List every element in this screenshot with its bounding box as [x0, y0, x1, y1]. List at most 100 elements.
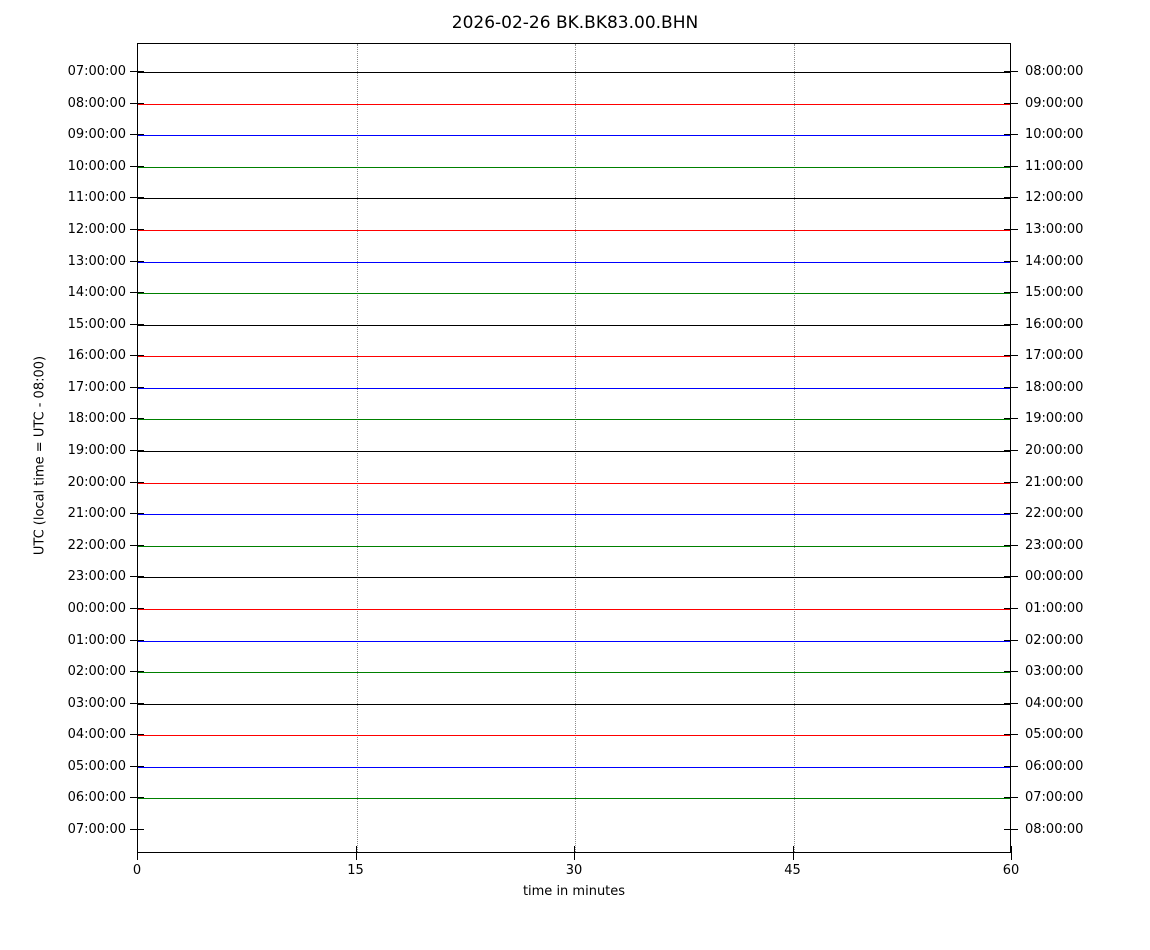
- y-tick-label-left: 20:00:00: [67, 474, 126, 490]
- vertical-gridline: [356, 44, 358, 852]
- waveform-trace: [138, 545, 1010, 547]
- y-tick-left: [130, 607, 144, 609]
- y-tick-label-right: 22:00:00: [1025, 506, 1084, 522]
- y-tick-left: [130, 576, 144, 578]
- waveform-trace: [138, 608, 1010, 610]
- y-tick-label-right: 05:00:00: [1025, 727, 1084, 743]
- x-tick-label: 60: [1002, 863, 1020, 878]
- waveform-trace: [138, 261, 1010, 263]
- y-tick-right: [1004, 228, 1018, 230]
- y-tick-label-right: 10:00:00: [1025, 127, 1084, 143]
- waveform-trace: [138, 324, 1010, 326]
- y-tick-left: [130, 829, 144, 830]
- y-tick-label-left: 13:00:00: [67, 253, 126, 269]
- y-tick-label-right: 01:00:00: [1025, 600, 1084, 616]
- y-tick-label-left: 14:00:00: [67, 285, 126, 301]
- y-tick-right: [1004, 355, 1018, 357]
- y-tick-left: [130, 355, 144, 357]
- y-tick-label-right: 06:00:00: [1025, 758, 1084, 774]
- y-tick-label-left: 23:00:00: [67, 569, 126, 585]
- waveform-trace: [138, 356, 1010, 358]
- y-tick-label-left: 18:00:00: [67, 411, 126, 427]
- y-tick-label-right: 08:00:00: [1025, 64, 1084, 79]
- waveform-trace: [138, 514, 1010, 516]
- y-tick-left: [130, 260, 144, 262]
- y-tick-label-right: 18:00:00: [1025, 379, 1084, 395]
- waveform-trace: [138, 419, 1010, 421]
- x-tick-label: 30: [565, 863, 583, 878]
- y-tick-right: [1004, 418, 1018, 420]
- y-tick-left: [130, 765, 144, 767]
- y-tick-right: [1004, 639, 1018, 641]
- y-tick-label-right: 16:00:00: [1025, 316, 1084, 332]
- plot-area: [137, 43, 1011, 853]
- y-tick-label-left: 19:00:00: [67, 443, 126, 458]
- y-tick-left: [130, 481, 144, 483]
- y-tick-right: [1004, 197, 1018, 199]
- y-tick-label-left: 04:00:00: [67, 727, 126, 743]
- y-tick-left: [130, 671, 144, 673]
- y-tick-label-left: 22:00:00: [67, 537, 126, 553]
- y-tick-left: [130, 292, 144, 294]
- waveform-trace: [138, 451, 1010, 452]
- y-tick-left: [130, 102, 144, 104]
- y-tick-label-left: 01:00:00: [67, 632, 126, 648]
- waveform-trace: [138, 640, 1010, 642]
- y-tick-left: [130, 418, 144, 420]
- y-tick-right: [1004, 71, 1018, 72]
- y-tick-label-left: 07:00:00: [67, 64, 126, 79]
- page-title: 2026-02-26 BK.BK83.00.BHN: [451, 13, 699, 33]
- waveform-trace: [138, 293, 1010, 295]
- y-tick-label-right: 09:00:00: [1025, 95, 1084, 111]
- waveform-trace: [138, 72, 1010, 73]
- y-tick-right: [1004, 513, 1018, 515]
- waveform-trace: [138, 798, 1010, 800]
- x-tick: [574, 846, 575, 860]
- waveform-trace: [138, 387, 1010, 389]
- y-tick-right: [1004, 576, 1018, 578]
- y-tick-label-right: 03:00:00: [1025, 664, 1084, 680]
- plot-inner-canvas: [138, 44, 1010, 852]
- y-tick-right: [1004, 450, 1018, 451]
- y-tick-right: [1004, 829, 1018, 830]
- y-tick-right: [1004, 292, 1018, 294]
- y-tick-label-left: 09:00:00: [67, 127, 126, 143]
- y-tick-left: [130, 450, 144, 451]
- y-tick-right: [1004, 734, 1018, 736]
- y-tick-label-left: 00:00:00: [67, 600, 126, 616]
- waveform-trace: [138, 166, 1010, 168]
- y-tick-label-left: 16:00:00: [67, 348, 126, 364]
- y-tick-right: [1004, 702, 1018, 704]
- waveform-trace: [138, 482, 1010, 484]
- y-tick-right: [1004, 765, 1018, 767]
- y-tick-label-right: 08:00:00: [1025, 822, 1084, 837]
- y-tick-label-right: 23:00:00: [1025, 537, 1084, 553]
- y-tick-label-right: 17:00:00: [1025, 348, 1084, 364]
- y-tick-label-left: 08:00:00: [67, 95, 126, 111]
- y-tick-right: [1004, 386, 1018, 388]
- y-tick-right: [1004, 797, 1018, 799]
- y-tick-right: [1004, 134, 1018, 136]
- y-tick-label-right: 02:00:00: [1025, 632, 1084, 648]
- y-tick-label-left: 02:00:00: [67, 664, 126, 680]
- y-tick-label-right: 07:00:00: [1025, 790, 1084, 806]
- y-tick-label-left: 11:00:00: [67, 190, 126, 206]
- y-tick-right: [1004, 165, 1018, 167]
- x-tick-label: 0: [132, 863, 142, 878]
- y-tick-left: [130, 323, 144, 325]
- y-tick-right: [1004, 260, 1018, 262]
- y-tick-label-left: 06:00:00: [67, 790, 126, 806]
- y-tick-left: [130, 71, 144, 72]
- y-tick-right: [1004, 481, 1018, 483]
- y-tick-left: [130, 134, 144, 136]
- x-axis-title: time in minutes: [522, 884, 626, 899]
- y-tick-right: [1004, 607, 1018, 609]
- y-tick-left: [130, 228, 144, 230]
- x-tick: [355, 846, 357, 860]
- waveform-trace: [138, 198, 1010, 200]
- y-tick-label-right: 04:00:00: [1025, 695, 1084, 711]
- y-tick-label-left: 21:00:00: [67, 506, 126, 522]
- y-tick-left: [130, 639, 144, 641]
- waveform-trace: [138, 766, 1010, 768]
